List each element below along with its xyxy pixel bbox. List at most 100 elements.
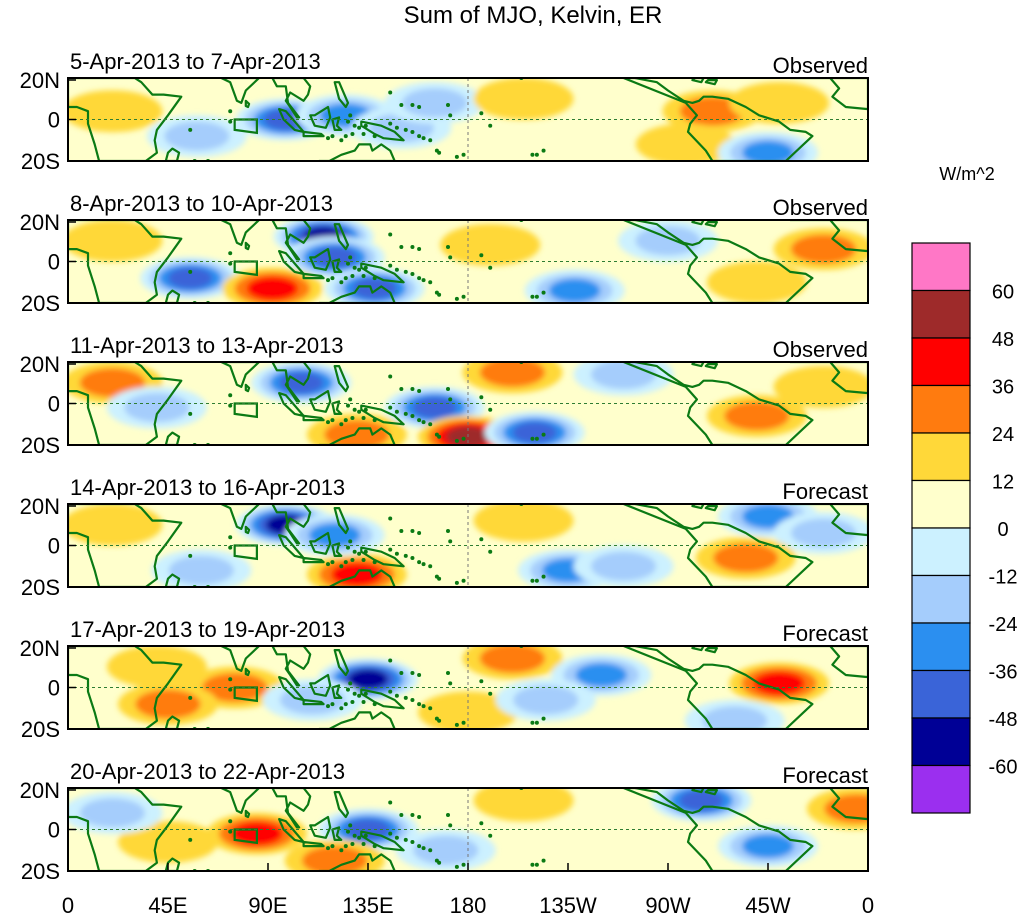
- island: [446, 670, 450, 675]
- colorbar-swatch: [911, 289, 971, 339]
- coastline: [302, 130, 325, 138]
- colorbar-label: -36: [989, 662, 1018, 684]
- island: [530, 294, 535, 299]
- anomaly-contour: [106, 646, 207, 688]
- island: [350, 700, 355, 705]
- coastline: [220, 788, 261, 815]
- island: [410, 129, 415, 134]
- coastline: [271, 788, 312, 829]
- island: [417, 418, 422, 423]
- coastline: [704, 505, 719, 512]
- island: [228, 251, 233, 256]
- island: [448, 397, 453, 402]
- anomaly-contour: [513, 685, 579, 715]
- island: [394, 409, 399, 414]
- island: [388, 831, 393, 836]
- island: [388, 658, 393, 663]
- island: [188, 127, 193, 132]
- island: [446, 244, 450, 249]
- coastline: [704, 788, 719, 796]
- y-tick-label: 20N: [20, 210, 60, 235]
- island: [428, 564, 433, 569]
- island: [326, 278, 330, 283]
- coastline: [789, 788, 868, 821]
- island: [417, 815, 422, 820]
- island: [228, 687, 233, 692]
- island: [346, 403, 350, 408]
- island: [403, 411, 408, 416]
- island: [394, 693, 399, 698]
- island: [479, 253, 484, 258]
- coastline: [318, 569, 396, 587]
- island: [372, 418, 377, 423]
- island: [530, 436, 535, 441]
- anomaly-contour: [418, 691, 518, 729]
- coastline: [622, 78, 814, 161]
- island: [541, 290, 546, 295]
- coastline: [220, 220, 261, 246]
- y-tick-label: 0: [48, 534, 60, 559]
- coastline: [309, 390, 332, 413]
- x-tick-label: 0: [862, 893, 874, 918]
- island: [530, 720, 535, 725]
- island: [363, 691, 368, 696]
- island: [330, 702, 335, 707]
- island: [417, 531, 422, 536]
- island: [410, 528, 415, 533]
- anomaly-contour: [679, 96, 746, 126]
- coastline: [704, 363, 719, 370]
- island: [488, 549, 493, 554]
- island: [352, 123, 357, 128]
- panel: 11-Apr-2013 to 13-Apr-2013 Observed 20N 0 20…: [20, 333, 869, 458]
- island: [410, 244, 415, 249]
- island: [188, 553, 193, 558]
- coastline: [789, 220, 868, 253]
- island: [372, 134, 377, 139]
- island: [228, 109, 233, 114]
- anomaly-contour: [773, 365, 868, 408]
- island: [394, 551, 399, 556]
- coastline: [164, 431, 181, 445]
- coastline: [278, 817, 305, 844]
- island: [357, 835, 362, 840]
- coastline: [789, 362, 868, 395]
- panels: 5-Apr-2013 to 7-Apr-2013 Observed20N020S8…: [20, 49, 869, 884]
- island: [417, 702, 422, 707]
- island: [541, 432, 546, 437]
- y-tick-label: 20S: [21, 717, 60, 742]
- island: [410, 555, 415, 560]
- island: [350, 558, 355, 563]
- coastline: [164, 289, 181, 303]
- coastlines: [68, 78, 868, 161]
- island: [372, 560, 377, 565]
- coastline: [302, 698, 325, 706]
- colorbar-swatch: [911, 337, 971, 387]
- panel-kind: Forecast: [782, 763, 868, 788]
- colorbar-label: 48: [992, 329, 1014, 351]
- coastline: [704, 646, 719, 654]
- coastline: [68, 362, 183, 445]
- island: [348, 255, 353, 260]
- anomaly-contour: [706, 261, 807, 303]
- coastline: [318, 711, 396, 729]
- island: [350, 132, 355, 137]
- island: [228, 261, 233, 266]
- island: [437, 860, 442, 865]
- island: [437, 292, 442, 297]
- coastline: [164, 573, 181, 587]
- island: [410, 812, 415, 817]
- colorbar-swatch: [911, 432, 971, 482]
- anomaly-contour: [68, 504, 163, 546]
- island: [448, 255, 453, 260]
- island: [352, 833, 357, 838]
- island: [403, 553, 408, 558]
- y-tick-label: 20S: [21, 291, 60, 316]
- coastline: [244, 99, 251, 109]
- coastline: [302, 840, 325, 848]
- island: [357, 693, 362, 698]
- island: [363, 549, 368, 554]
- anomaly-contour: [724, 401, 790, 431]
- island: [410, 697, 415, 702]
- coastline: [333, 81, 350, 109]
- anomaly-contour: [790, 518, 857, 548]
